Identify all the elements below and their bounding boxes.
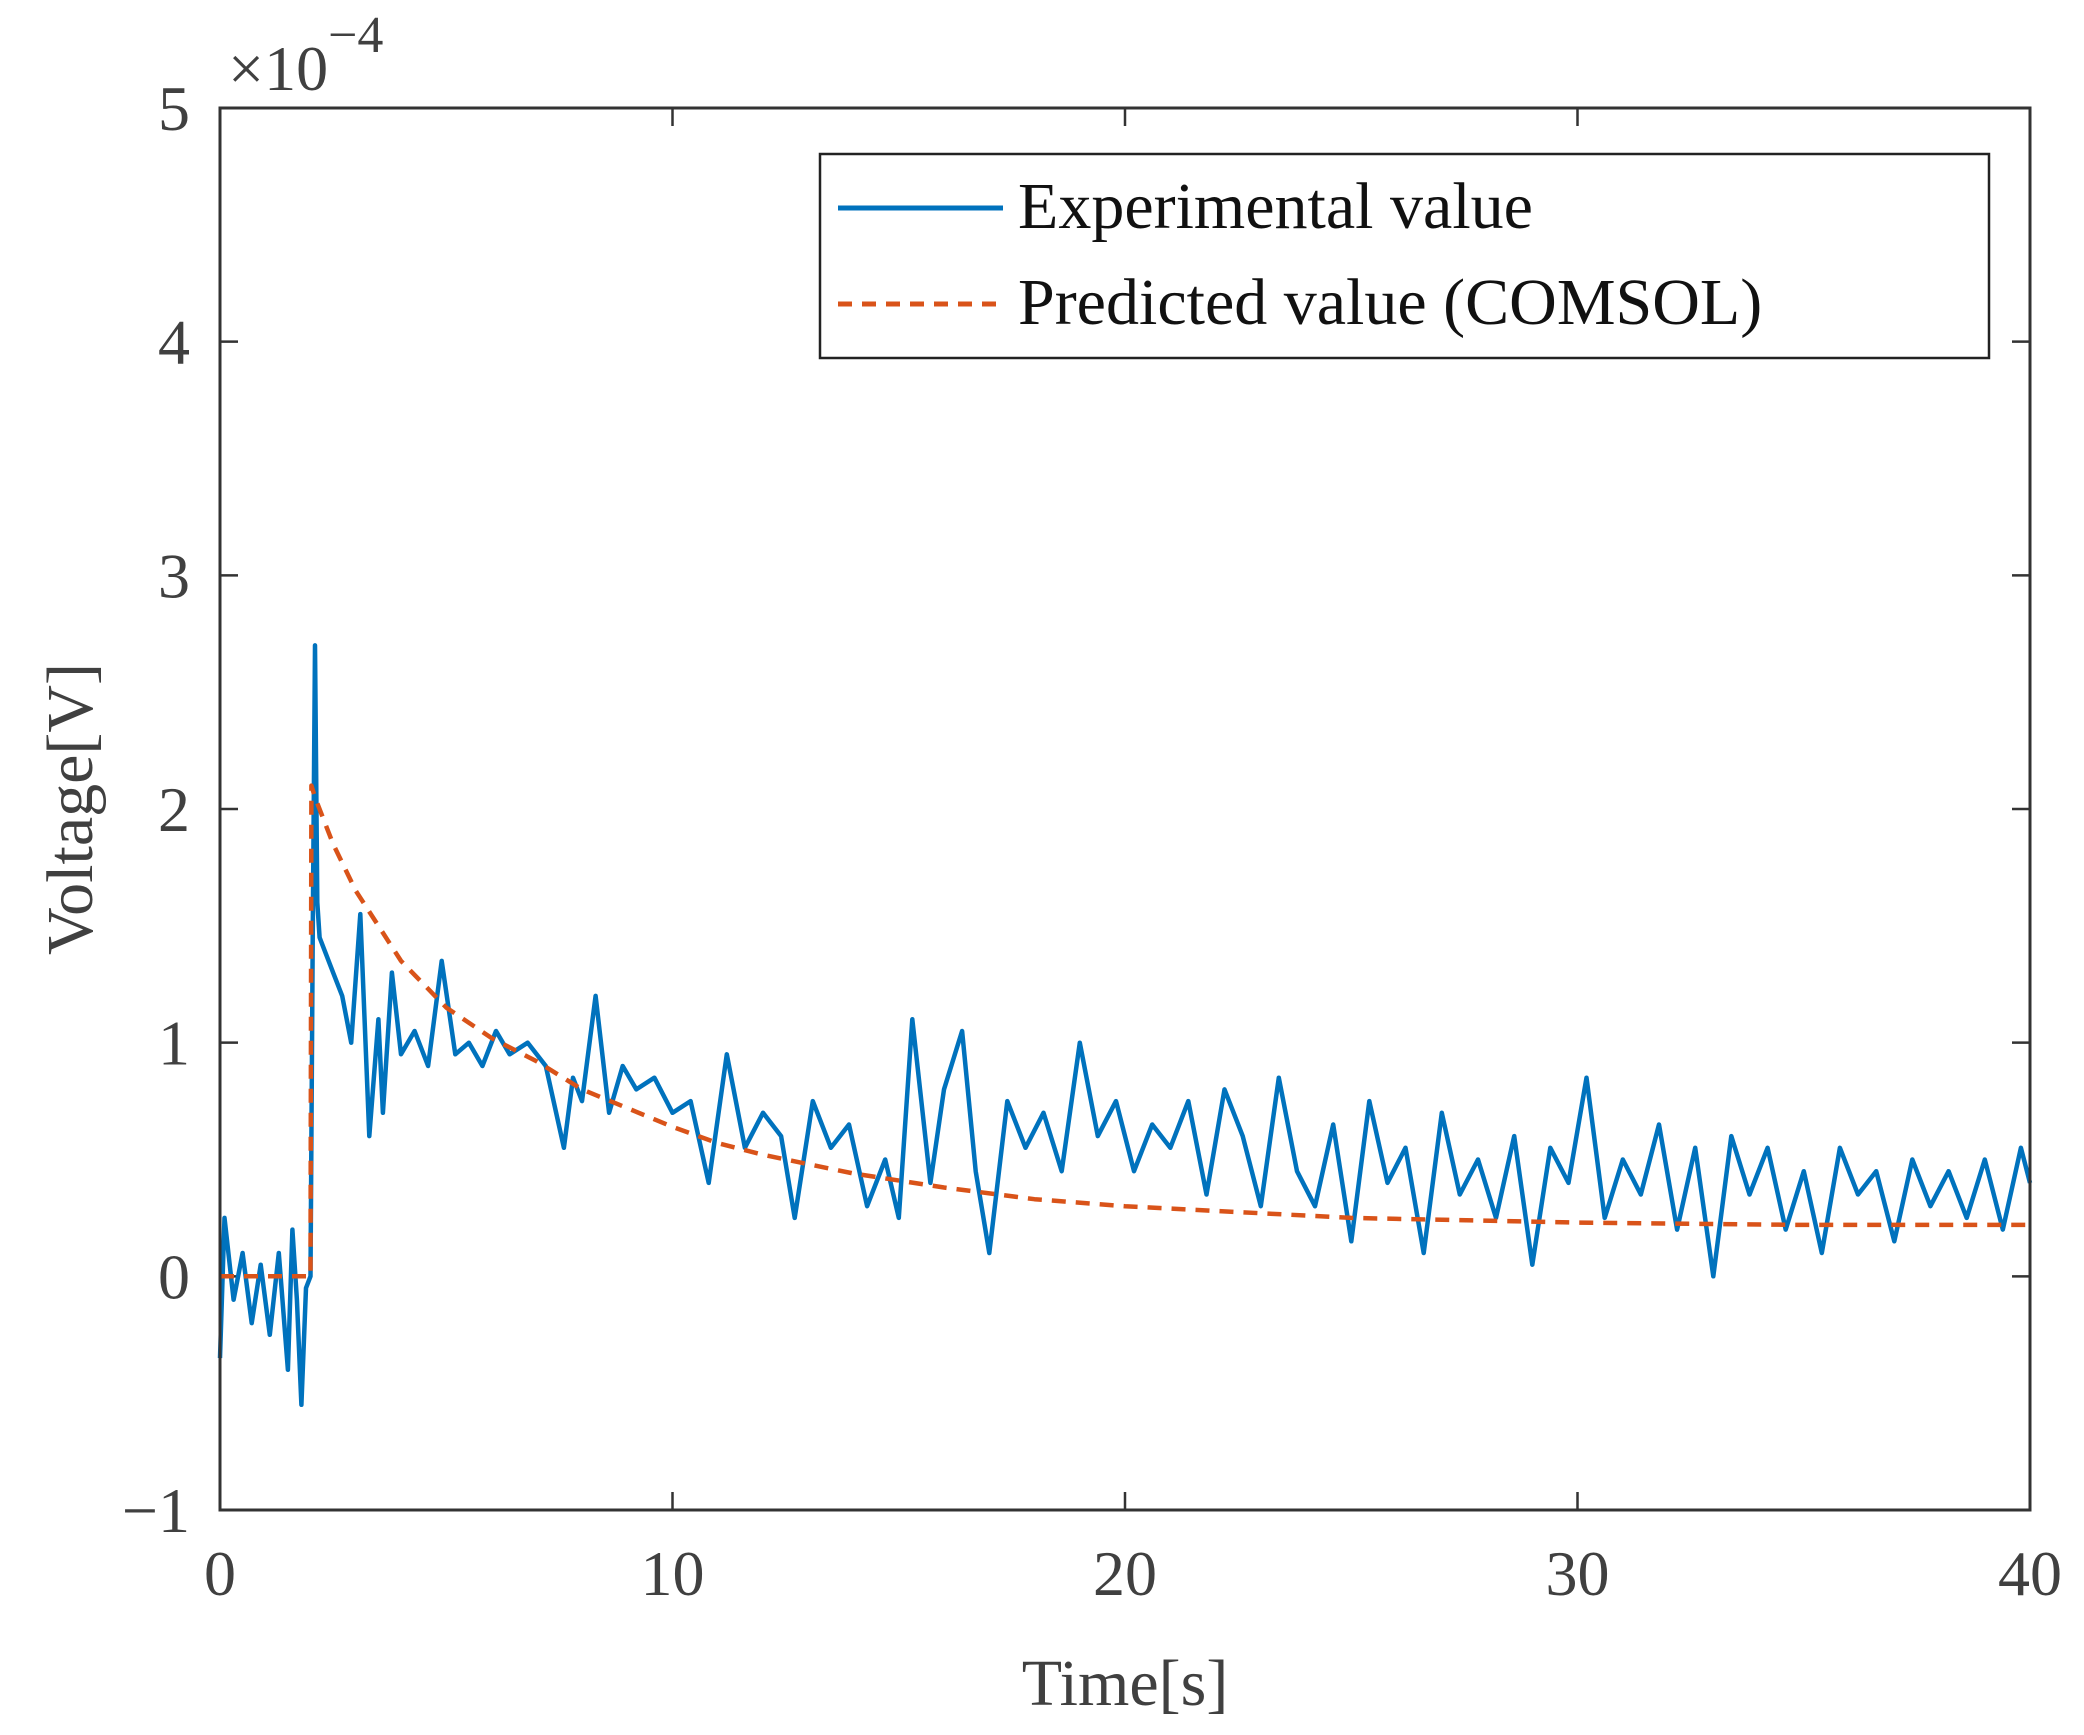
legend-label-experimental: Experimental value bbox=[1018, 170, 1533, 243]
y-tick-label: 0 bbox=[158, 1241, 190, 1312]
y-tick-label: 1 bbox=[158, 1008, 190, 1079]
y-tick-label: 5 bbox=[158, 73, 190, 144]
legend-label-predicted: Predicted value (COMSOL) bbox=[1018, 266, 1762, 339]
y-tick-label: 4 bbox=[158, 307, 190, 378]
legend: Experimental value Predicted value (COMS… bbox=[818, 152, 1991, 360]
series-line-predicted bbox=[220, 783, 2030, 1279]
x-axis-label: Time[s] bbox=[1022, 1647, 1229, 1720]
plot-frame bbox=[218, 106, 2032, 1512]
y-exponent-label: ×10−4 bbox=[228, 7, 383, 104]
series-layer bbox=[217, 643, 2033, 1408]
y-exponent-power: −4 bbox=[328, 7, 383, 64]
y-tick-label: 2 bbox=[158, 774, 190, 845]
legend-box bbox=[818, 152, 1991, 360]
series-line-experimental bbox=[217, 643, 2033, 1408]
y-axis-label: Voltage[V] bbox=[34, 663, 107, 955]
y-tick-label: −1 bbox=[122, 1475, 190, 1546]
x-tick-label: 40 bbox=[1998, 1538, 2062, 1609]
y-tick-label: 3 bbox=[158, 540, 190, 611]
x-tick-label: 0 bbox=[204, 1538, 236, 1609]
x-tick-label: 10 bbox=[641, 1538, 705, 1609]
x-tick-label: 20 bbox=[1093, 1538, 1157, 1609]
x-tick-label: 30 bbox=[1546, 1538, 1610, 1609]
